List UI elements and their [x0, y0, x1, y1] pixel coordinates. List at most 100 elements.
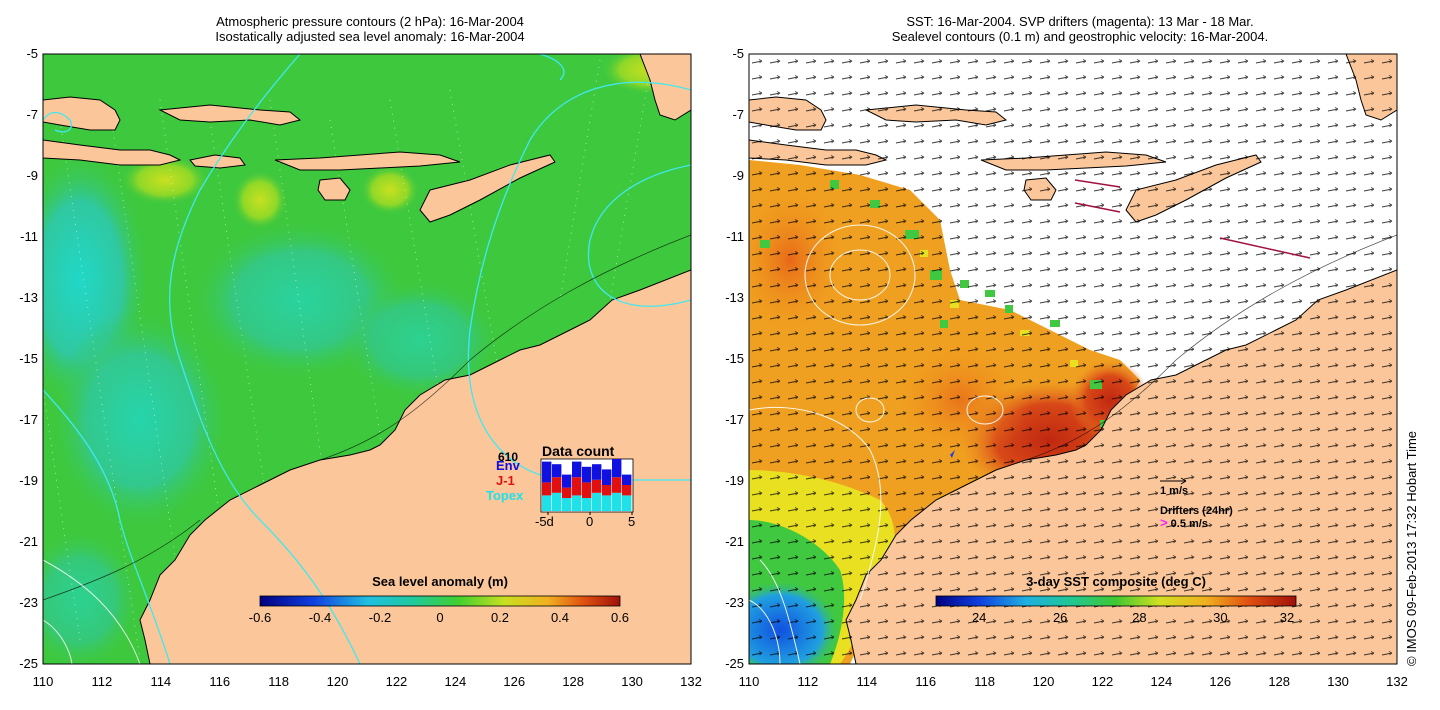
x-tick-label: 114 [856, 674, 878, 689]
x-tick-label: 116 [915, 674, 937, 689]
dc-bar-j1 [602, 485, 612, 496]
x-tick-label: 132 [680, 674, 702, 689]
dc-bar-env [602, 469, 612, 485]
sst-tick-label: 24 [971, 610, 987, 625]
sla-yellow-blob-1 [232, 170, 288, 230]
legend-env: Env [496, 458, 520, 473]
island-sumba-left [317, 177, 351, 201]
x-tick-label: 128 [562, 674, 585, 689]
dc-bar-env [542, 461, 552, 483]
sst-colorbar [935, 595, 1297, 607]
dc-bar-topex [622, 495, 632, 511]
credit-text: © IMOS 09-Feb-2013 17:32 Hobart Time [1404, 430, 1419, 666]
sla-teal-blob-south [43, 530, 140, 664]
data-count-inset [540, 458, 634, 515]
left-title-line1: Atmospheric pressure contours (2 hPa): 1… [216, 14, 524, 29]
y-tick-label: -7 [26, 107, 38, 122]
dc-bar-env [622, 474, 632, 485]
y-tick-label: -13 [725, 290, 744, 305]
sst-tick-label: 28 [1132, 610, 1147, 625]
sla-tick-label: -0.2 [368, 610, 392, 625]
drifter-scale-row: > 0.5 m/s [1160, 515, 1208, 532]
y-tick-label: -9 [732, 168, 744, 183]
y-tick-label: -11 [726, 229, 744, 244]
dc-bar-env [612, 459, 622, 478]
sla-tick-label: -0.6 [248, 610, 272, 625]
x-tick-label: 122 [385, 674, 408, 689]
velocity-scale-label: 1 m/s [1160, 485, 1189, 497]
legend-topex: Topex [486, 488, 524, 503]
dc-bar-topex [582, 498, 592, 511]
velocity-scale-arrow [1160, 477, 1187, 485]
y-tick-label: -19 [725, 473, 744, 488]
dc-bar-topex [592, 492, 602, 511]
x-tick-label: 128 [1268, 674, 1291, 689]
sla-colorbar [259, 595, 621, 607]
dc-bar-topex [552, 492, 562, 511]
y-tick-label: -23 [19, 595, 38, 610]
dc-xtick-5: 5 [628, 514, 636, 529]
x-tick-label: 130 [1327, 674, 1349, 689]
x-tick-label: 126 [1209, 674, 1232, 689]
right-panel-title: SST: 16-Mar-2004. SVP drifters (magenta)… [820, 14, 1340, 44]
island-timor-left [419, 154, 556, 223]
right-title-line1: SST: 16-Mar-2004. SVP drifters (magenta)… [906, 14, 1254, 29]
x-tick-label: 114 [150, 674, 172, 689]
dc-bar-j1 [572, 477, 582, 496]
white-contours-left [43, 559, 141, 664]
dc-bar-env [582, 466, 592, 483]
left-panel-title: Atmospheric pressure contours (2 hPa): 1… [140, 14, 600, 44]
sla-tick-label: 0.6 [610, 610, 630, 625]
x-tick-label: 132 [1386, 674, 1408, 689]
left-title-line2: Isostatically adjusted sea level anomaly… [215, 29, 525, 44]
y-tick-label: -17 [19, 412, 38, 427]
right-map [749, 54, 1397, 664]
y-tick-label: -19 [19, 473, 38, 488]
sla-tick-label: 0.2 [490, 610, 510, 625]
sla-teal-blob-southwest [50, 310, 230, 530]
dc-bar-env [592, 464, 602, 480]
x-tick-label: 116 [209, 674, 231, 689]
y-tick-label: -25 [725, 656, 744, 671]
dc-bar-j1 [622, 485, 632, 496]
drifters-label: Drifters (24hr) [1160, 505, 1233, 517]
right-map-frame [748, 53, 1398, 665]
y-tick-label: -15 [725, 351, 744, 366]
y-tick-label: -15 [19, 351, 38, 366]
sla-yellow-blob-3 [360, 165, 420, 215]
dc-bar-j1 [612, 477, 622, 493]
dc-bar-j1 [552, 477, 562, 493]
sla-tick-label: 0 [436, 610, 444, 625]
drifter-tracks [1074, 179, 1311, 259]
dc-bar-j1 [542, 482, 552, 496]
dc-bar-j1 [592, 479, 602, 493]
island-java-left [43, 139, 182, 166]
x-tick-label: 112 [91, 674, 113, 689]
dc-bar-j1 [562, 487, 572, 498]
dc-xtick-0: 0 [586, 514, 594, 529]
x-tick-label: 124 [444, 674, 467, 689]
left-map [43, 54, 691, 664]
y-tick-label: -25 [19, 656, 38, 671]
x-tick-label: 122 [1091, 674, 1114, 689]
left-map-frame [42, 53, 692, 665]
legend-j1: J-1 [496, 473, 515, 488]
x-tick-label: 118 [974, 674, 995, 689]
y-tick-label: -5 [732, 46, 744, 61]
sst-tick-label: 32 [1279, 610, 1295, 625]
dc-xtick-minus5: -5d [535, 514, 554, 529]
sea-level-contour-black [1025, 234, 1397, 461]
dc-bar-topex [542, 495, 552, 511]
y-tick-label: -9 [26, 168, 38, 183]
sla-yellow-blob-2 [120, 155, 210, 205]
drifter-scale-label: 0.5 m/s [1170, 518, 1208, 530]
sla-colorbar-label: Sea level anomaly (m) [372, 574, 508, 589]
sst-tick-label: 26 [1052, 610, 1068, 625]
sea-level-contours [43, 234, 691, 601]
y-tick-label: -21 [725, 534, 744, 549]
sla-tick-label: -0.4 [308, 610, 332, 625]
dc-bar-env [552, 464, 562, 478]
y-tick-label: -5 [26, 46, 38, 61]
y-tick-label: -7 [732, 107, 744, 122]
x-tick-label: 110 [738, 674, 760, 689]
